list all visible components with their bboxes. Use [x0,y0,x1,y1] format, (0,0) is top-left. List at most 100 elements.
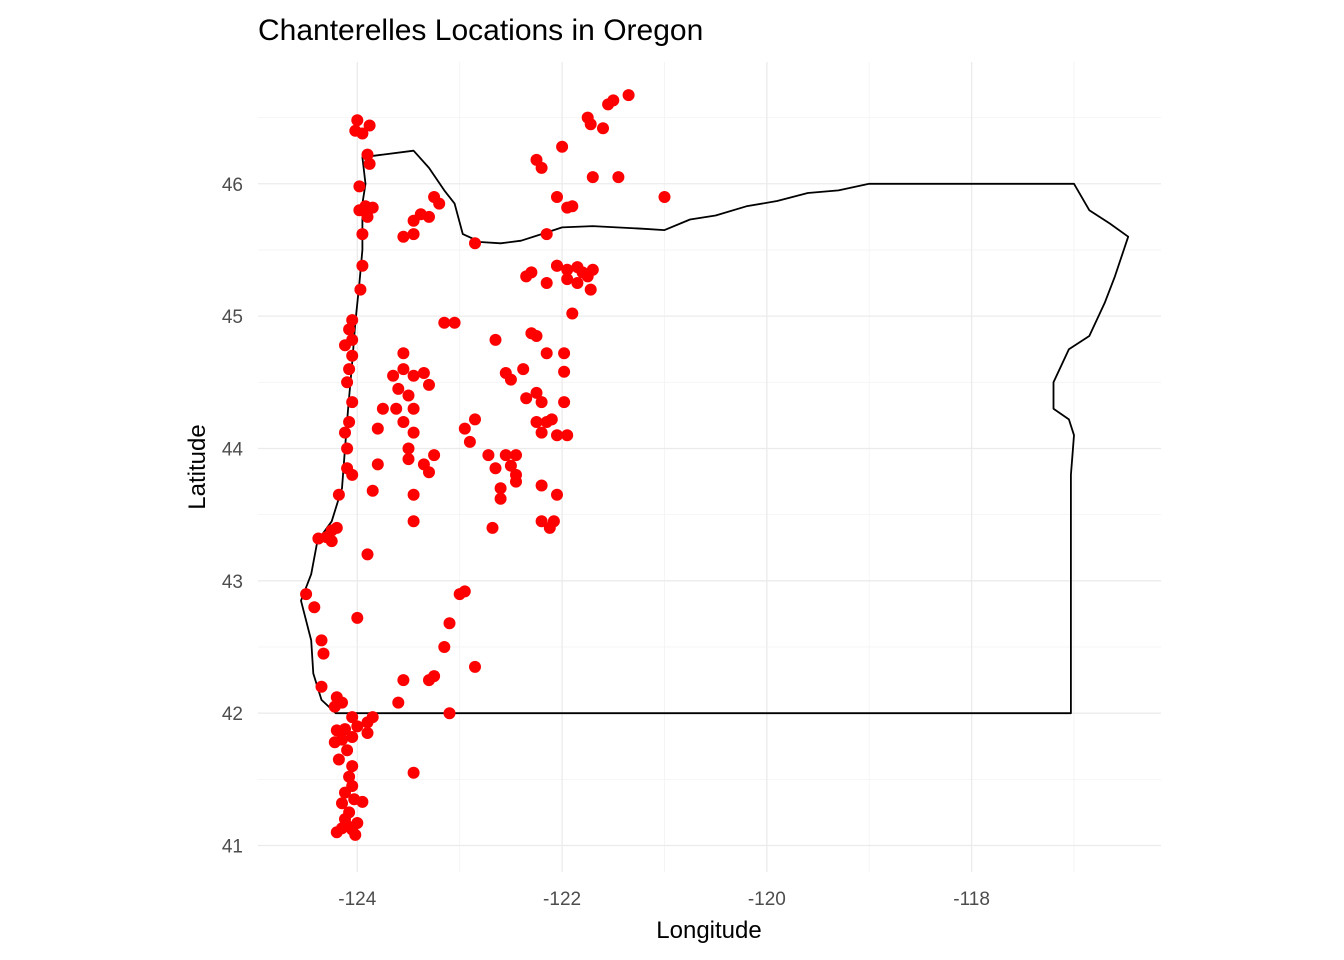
location-point [469,237,481,249]
location-point [339,339,351,351]
location-point [541,277,553,289]
location-point [341,443,353,455]
location-point [367,485,379,497]
location-point [351,114,363,126]
location-point [517,363,529,375]
location-point [587,264,599,276]
location-point [556,141,568,153]
x-tick-label: -122 [543,889,581,910]
location-point [490,334,502,346]
location-point [356,228,368,240]
location-point [520,392,532,404]
location-point [548,515,560,527]
location-point [354,284,366,296]
location-point [623,89,635,101]
location-point [343,416,355,428]
x-tick-label: -124 [338,889,376,910]
location-point [403,453,415,465]
location-point [423,466,435,478]
location-point [326,535,338,547]
location-point [536,480,548,492]
location-point [372,458,384,470]
location-point [551,191,563,203]
y-axis-ticks: 41 42 43 44 45 46 [222,175,244,858]
location-point [428,191,440,203]
location-point [364,158,376,170]
location-point [343,363,355,375]
location-point [495,482,507,494]
location-point [341,376,353,388]
location-point [585,284,597,296]
location-point [346,731,358,743]
location-point [482,449,494,461]
location-point [428,449,440,461]
location-point [408,515,420,527]
location-point [331,826,343,838]
location-point [367,711,379,723]
location-point [392,697,404,709]
location-point [397,347,409,359]
location-point [459,423,471,435]
y-tick-label: 46 [222,175,243,196]
location-point [438,317,450,329]
location-points [300,89,670,841]
location-point [356,796,368,808]
location-point [377,403,389,415]
location-point [459,585,471,597]
location-point [408,489,420,501]
location-point [341,820,353,832]
location-point [356,260,368,272]
location-point [312,533,324,545]
location-point [362,211,374,223]
location-point [353,180,365,192]
location-point [346,396,358,408]
location-point [397,674,409,686]
location-point [469,661,481,673]
location-point [464,436,476,448]
location-point [329,701,341,713]
location-point [316,634,328,646]
location-point [558,366,570,378]
location-point [372,423,384,435]
location-point [510,469,522,481]
x-tick-label: -120 [748,889,786,910]
location-point [390,403,402,415]
location-point [659,191,671,203]
location-point [558,347,570,359]
location-point [438,641,450,653]
location-point [541,416,553,428]
location-point [469,413,481,425]
location-point [536,427,548,439]
location-point [587,171,599,183]
location-point [428,670,440,682]
y-tick-label: 43 [222,572,243,593]
location-point [343,323,355,335]
location-point [597,122,609,134]
location-point [346,350,358,362]
location-point [392,383,404,395]
location-point [571,277,583,289]
y-axis-title: Latitude [184,424,211,509]
location-point [551,260,563,272]
location-point [349,829,361,841]
location-point [308,601,320,613]
location-point [566,308,578,320]
location-point [362,727,374,739]
location-point [505,374,517,386]
location-point [490,462,502,474]
y-tick-label: 44 [222,439,244,460]
location-point [541,228,553,240]
location-point [351,720,363,732]
location-point [423,379,435,391]
oregon-state-outline [301,151,1128,714]
location-point [566,200,578,212]
location-point [536,396,548,408]
location-point [561,429,573,441]
location-point [444,707,456,719]
location-point [561,273,573,285]
location-point [585,118,597,130]
x-tick-label: -118 [953,889,990,910]
location-point [418,367,430,379]
location-point [408,403,420,415]
